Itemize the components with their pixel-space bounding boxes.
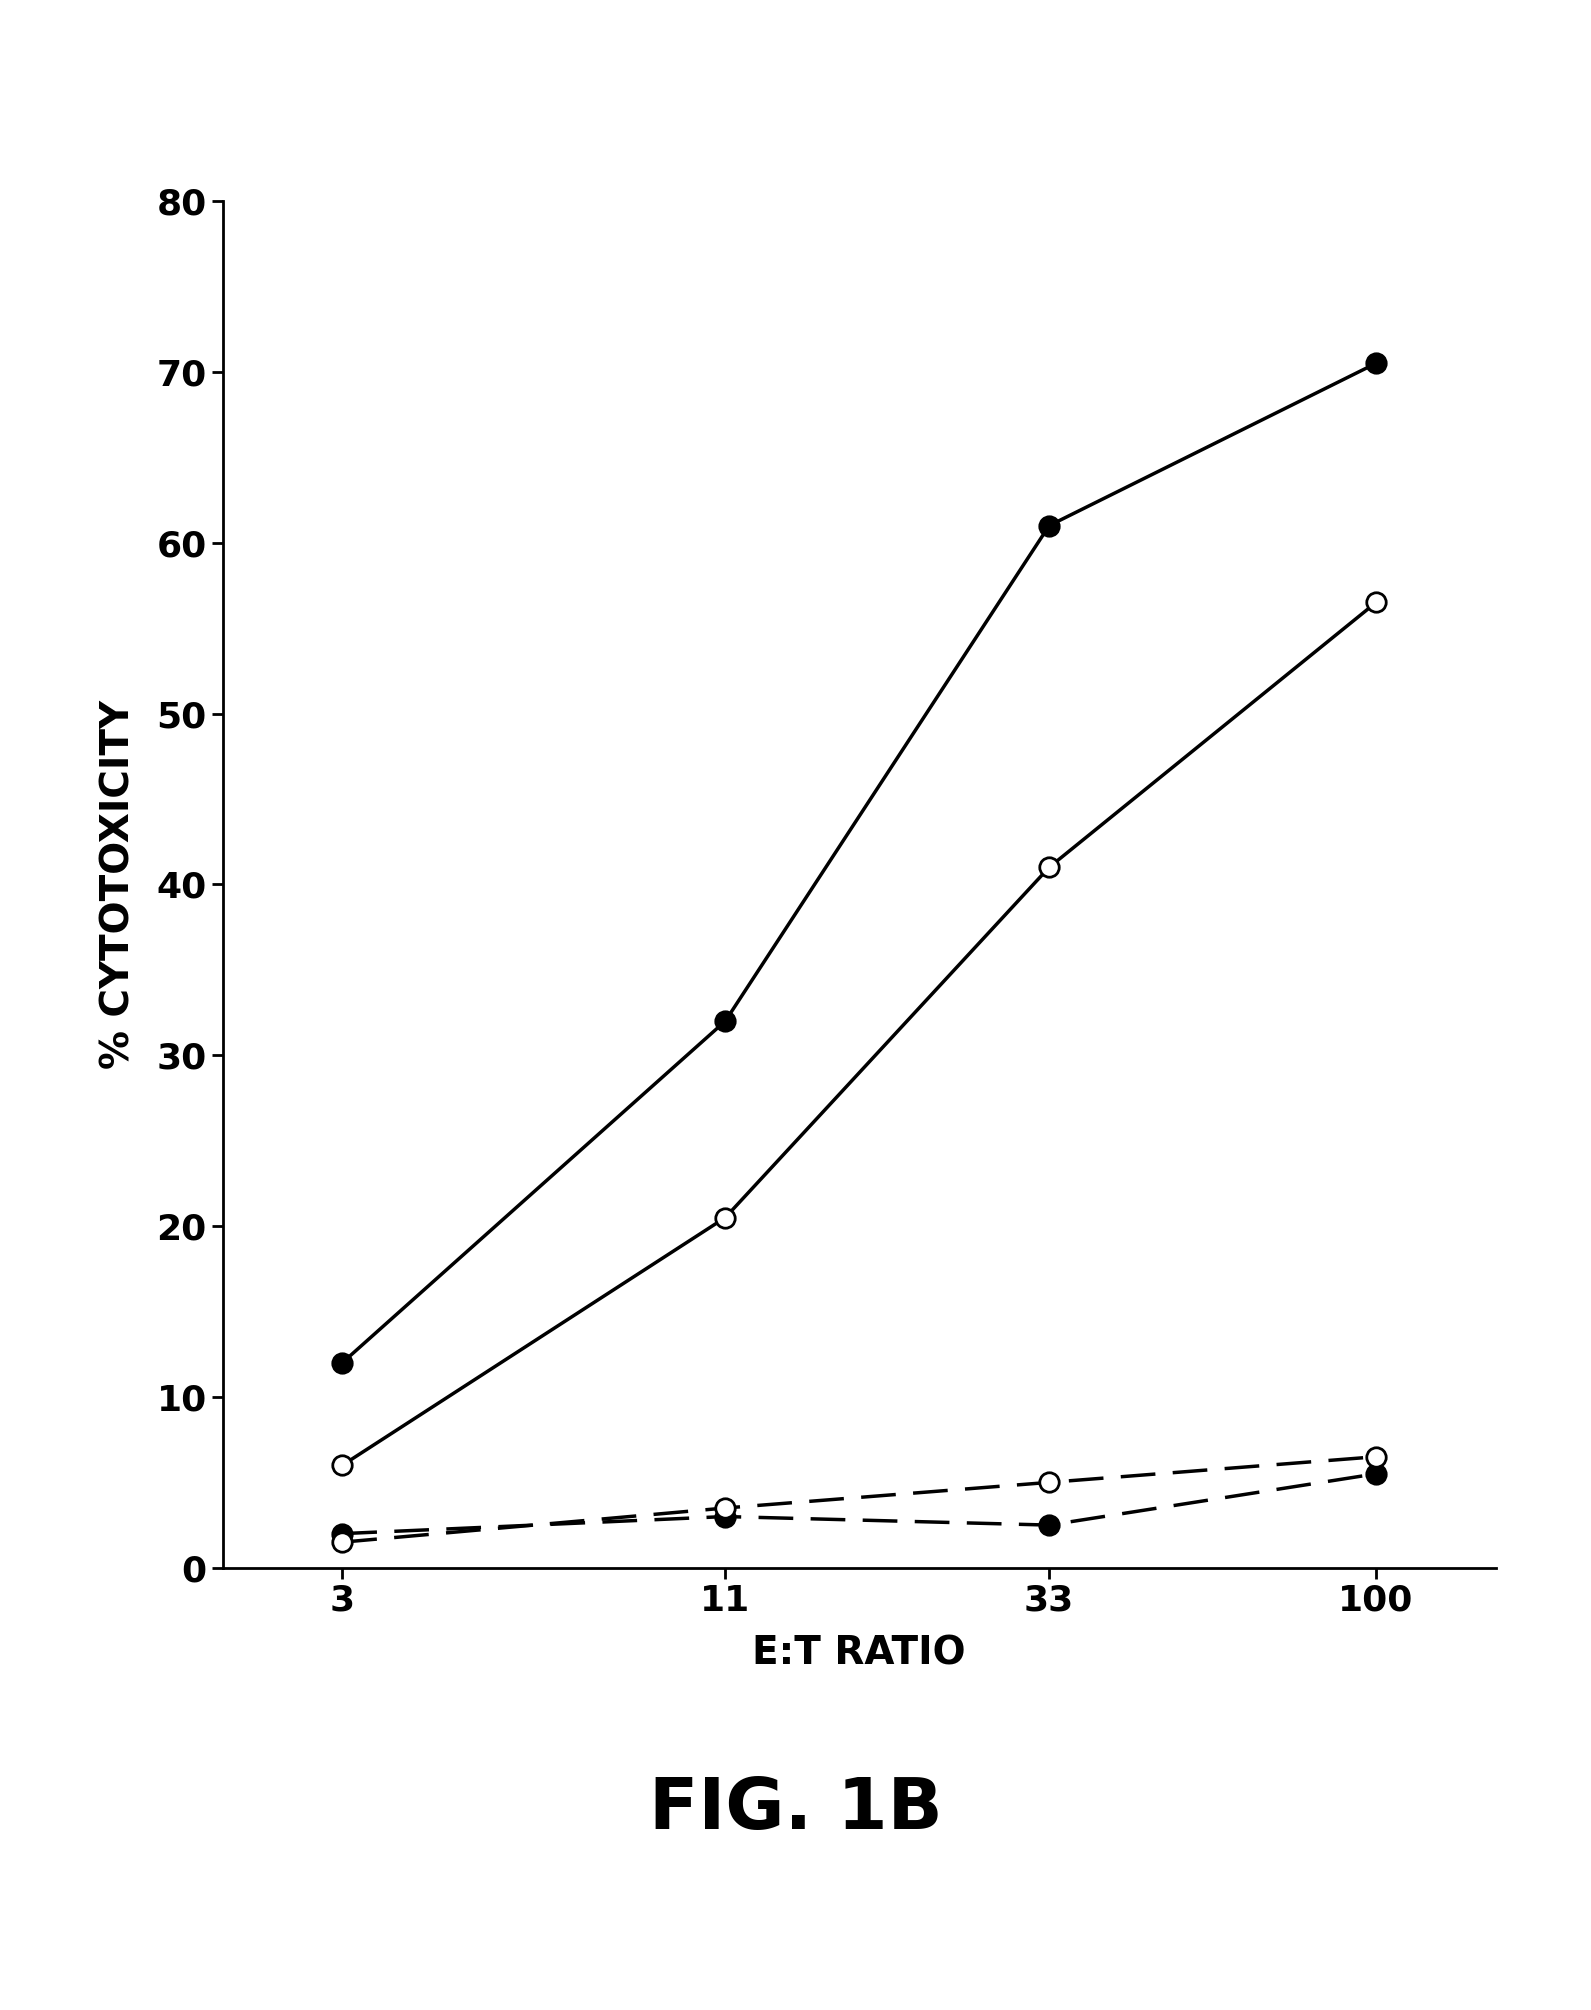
- X-axis label: E:T RATIO: E:T RATIO: [753, 1634, 966, 1672]
- Y-axis label: % CYTOTOXICITY: % CYTOTOXICITY: [99, 699, 137, 1069]
- Text: FIG. 1B: FIG. 1B: [649, 1775, 942, 1843]
